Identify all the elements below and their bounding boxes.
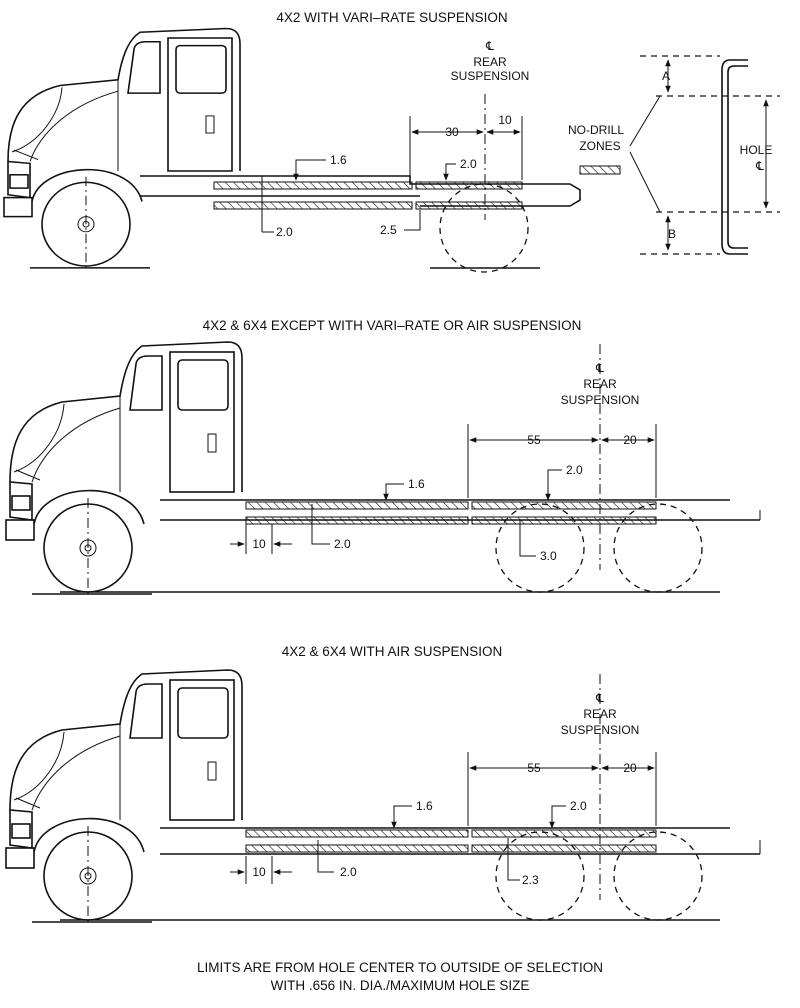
truck-cab-illustration <box>3 27 241 273</box>
frame-rail <box>160 827 761 855</box>
centerline-label-rear: REAR <box>473 55 507 69</box>
frame-rail <box>160 499 761 525</box>
hole-centerline-symbol: ℄ <box>755 159 764 173</box>
truck-cab-illustration <box>5 669 243 927</box>
footer-line-1: LIMITS ARE FROM HOLE CENTER TO OUTSIDE O… <box>197 960 603 975</box>
centerline-label-rear: REAR <box>583 707 617 721</box>
dim-2-5: 2.5 <box>380 223 397 237</box>
dim-front-offset: 10 <box>252 537 266 551</box>
diagram-title: 4X2 & 6X4 EXCEPT WITH VARI–RATE OR AIR S… <box>203 318 582 333</box>
dim-1-6: 1.6 <box>408 477 425 491</box>
centerline-label-suspension: SUSPENSION <box>561 723 640 737</box>
centerline-symbol: ℄ <box>485 39 494 53</box>
dim-span-rear: 20 <box>623 761 637 775</box>
dim-span-rear: 20 <box>623 433 637 447</box>
centerline-label-suspension: SUSPENSION <box>451 69 530 83</box>
diagram-standard: 4X2 & 6X4 EXCEPT WITH VARI–RATE OR AIR S… <box>5 318 761 599</box>
truck-cab-illustration <box>5 341 243 599</box>
frame-rail <box>140 175 581 210</box>
dim-span-front: 55 <box>527 761 541 775</box>
hole-label: HOLE <box>740 143 773 157</box>
dim-2-0-upper: 2.0 <box>566 463 583 477</box>
dim-2-0-lower: 2.0 <box>340 865 357 879</box>
footer-line-2: WITH .656 IN. DIA./MAXIMUM HOLE SIZE <box>271 978 530 993</box>
no-drill-label: NO-DRILL <box>568 123 624 137</box>
dim-1-6: 1.6 <box>416 799 433 813</box>
dim-letter-a: A <box>662 69 670 83</box>
dim-1-6: 1.6 <box>330 153 347 167</box>
centerline-label-rear: REAR <box>583 377 617 391</box>
dim-2-0-lower: 2.0 <box>334 537 351 551</box>
dim-3-0: 3.0 <box>540 549 557 563</box>
no-drill-swatch <box>579 165 621 175</box>
dim-span-front: 30 <box>445 125 459 139</box>
diagram-title: 4X2 & 6X4 WITH AIR SUSPENSION <box>282 644 503 659</box>
dim-2-0-upper: 2.0 <box>570 799 587 813</box>
dim-span-front: 55 <box>527 433 541 447</box>
dim-2-0-upper: 2.0 <box>460 157 477 171</box>
frame-channel-section: A B HOLE ℄ <box>629 55 780 255</box>
centerline-label-suspension: SUSPENSION <box>561 393 640 407</box>
centerline-symbol: ℄ <box>595 691 604 705</box>
dim-2-3: 2.3 <box>522 873 539 887</box>
dim-2-0-lower: 2.0 <box>276 225 293 239</box>
dim-front-offset: 10 <box>252 865 266 879</box>
dim-letter-b: B <box>668 227 676 241</box>
diagram-air-suspension: 4X2 & 6X4 WITH AIR SUSPENSION ℄ REAR SUS… <box>5 644 761 927</box>
diagram-title: 4X2 WITH VARI–RATE SUSPENSION <box>276 10 507 25</box>
no-drill-label-zones: ZONES <box>579 139 620 153</box>
centerline-symbol: ℄ <box>595 361 604 375</box>
diagram-vari-rate: 4X2 WITH VARI–RATE SUSPENSION ℄ REAR SUS… <box>3 10 780 273</box>
dim-span-rear: 10 <box>498 113 512 127</box>
rear-wheel-hidden <box>439 183 529 273</box>
